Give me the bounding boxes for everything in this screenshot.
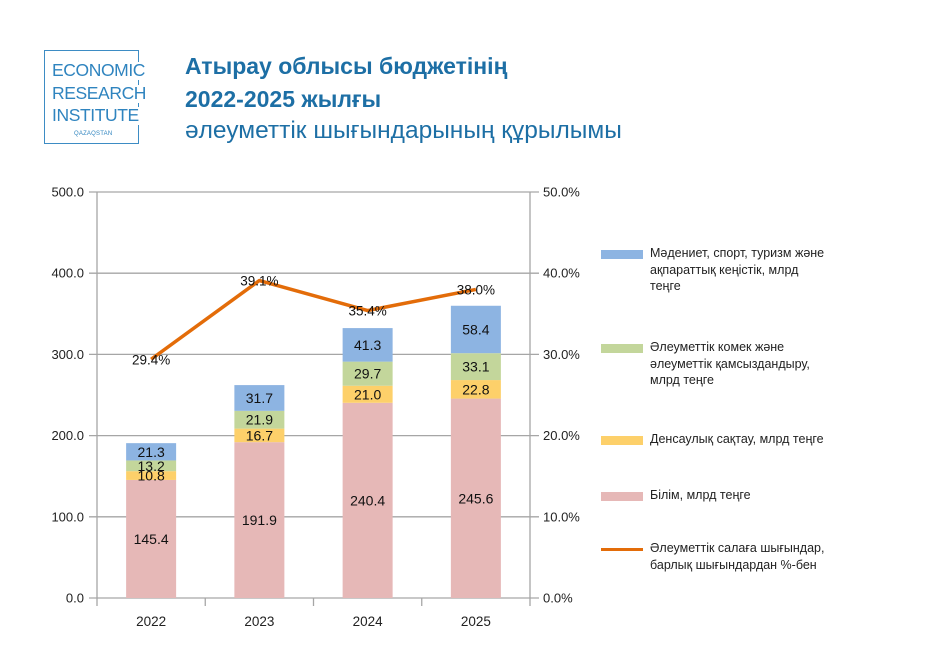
bar-label-health: 22.8 (462, 381, 489, 397)
bar-label-culture: 31.7 (246, 390, 273, 406)
legend-item-education: Білім, млрд теңге (601, 487, 751, 504)
legend-swatch-social (601, 344, 643, 353)
bar-label-education: 240.4 (350, 492, 385, 508)
line-point-label: 39.1% (240, 274, 278, 289)
legend-item-social: Әлеуметтік комек және әлеуметтік қамсызда… (601, 339, 810, 389)
share-line (150, 278, 477, 361)
bar-label-education: 191.9 (242, 512, 277, 528)
logo-text-research: RESEARCH (52, 83, 148, 103)
y-right-tick-label: 20.0% (543, 428, 580, 443)
bar-segment-education (234, 442, 285, 598)
bars (126, 305, 501, 598)
legend-swatch-health (601, 436, 643, 445)
logo-text-country: QAZAQSTAN (74, 131, 113, 137)
bar-label-education: 245.6 (458, 490, 493, 506)
x-tick-label: 2025 (461, 614, 491, 629)
y-right-tick-label: 0.0% (543, 591, 573, 606)
legend-swatch-culture (601, 250, 643, 259)
bar-segment-education (126, 479, 177, 598)
bar-segment-social (342, 361, 393, 386)
x-tick-label: 2023 (244, 614, 274, 629)
chart-legend: Мәдениет, спорт, туризм және ақпараттық к… (601, 0, 901, 672)
bar-segment-culture (342, 328, 393, 362)
line-point-label: 29.4% (132, 352, 170, 367)
legend-label: Мәдениет, спорт, туризм және ақпараттық к… (650, 245, 824, 295)
bar-segment-culture (126, 443, 177, 461)
share-line-path (150, 278, 477, 361)
legend-label-line: Әлеуметтік салаға шығындар, (650, 541, 825, 555)
logo-text-economic: ECONOMIC (52, 60, 147, 80)
bar-label-social: 33.1 (462, 359, 489, 375)
x-tick-label: 2024 (353, 614, 384, 629)
y-right-tick-label: 30.0% (543, 347, 580, 362)
x-tick-label: 2022 (136, 614, 166, 629)
y-left-tick-label: 300.0 (51, 347, 84, 362)
chart-title-line-2: 2022-2025 жылғы (185, 86, 382, 112)
bar-label-health: 21.0 (354, 386, 381, 402)
bar-label-social: 21.9 (246, 412, 273, 428)
y-right-tick-label: 10.0% (543, 509, 580, 524)
bar-label-social: 13.2 (138, 458, 165, 474)
bar-label-culture: 58.4 (462, 321, 489, 337)
legend-item-culture: Мәдениет, спорт, туризм және ақпараттық к… (601, 245, 824, 295)
legend-label-line: млрд теңге (650, 373, 714, 387)
y-right-tick-label: 50.0% (543, 185, 580, 200)
legend-label-line: Білім, млрд теңге (650, 488, 751, 502)
legend-label: Әлеуметтік салаға шығындар, барлық шығынд… (650, 540, 824, 573)
bar-segment-social (126, 460, 177, 472)
line-point-label: 35.4% (348, 304, 386, 319)
chart-title-line-3: әлеуметтік шығындарының құрылымы (185, 117, 622, 144)
bar-segment-health (342, 385, 393, 403)
y-left-tick-label: 400.0 (51, 266, 84, 281)
bar-segment-social (234, 410, 285, 429)
legend-label-line: барлық шығындардан %-бен (650, 557, 817, 572)
legend-label-line: Мәдениет, спорт, туризм және (650, 246, 825, 260)
y-left-tick-label: 200.0 (51, 428, 84, 443)
y-left-tick-label: 500.0 (51, 185, 84, 200)
bar-label-culture: 41.3 (354, 337, 381, 353)
data-labels: 145.4 10.813.221.3 191.9 16.721.9 31.7 240.4 2… (132, 274, 495, 547)
bar-label-education: 145.4 (134, 531, 169, 547)
line-point-label: 38.0% (457, 282, 495, 297)
bar-label-culture: 21.3 (138, 444, 165, 460)
axes: 0.0 100.0 200.0 300.0 400.0 500.0 0.0% 10.0% 20.… (51, 185, 580, 630)
bar-segment-culture (450, 305, 501, 354)
legend-label-line: Әлеуметтік комек және (650, 340, 785, 354)
legend-label-line: әлеуметтік қамсыздандыру, (650, 356, 810, 371)
legend-item-health: Денсаулық сақтау, млрд теңге (601, 431, 824, 448)
y-right-tick-label: 40.0% (543, 266, 580, 281)
legend-label: Әлеуметтік комек және әлеуметтік қамсызда… (650, 339, 810, 389)
legend-label: Денсаулық сақтау, млрд теңге (650, 431, 824, 448)
bar-segment-education (450, 398, 501, 598)
bar-label-social: 29.7 (354, 366, 381, 382)
y-left-tick-label: 100.0 (51, 509, 84, 524)
bar-segment-health (126, 471, 177, 480)
bar-label-health: 16.7 (246, 427, 273, 443)
legend-label-line: Денсаулық сақтау, млрд теңге (650, 432, 824, 446)
bar-segment-social (450, 353, 501, 381)
legend-swatch-education (601, 492, 643, 501)
legend-swatch-share_line (601, 548, 643, 551)
bar-label-health: 10.8 (138, 468, 165, 484)
logo-text-institute: INSTITUTE (52, 105, 140, 125)
legend-item-share_line: Әлеуметтік салаға шығындар, барлық шығынд… (601, 540, 824, 573)
bar-segment-health (234, 428, 285, 443)
y-left-tick-label: 0.0 (66, 591, 84, 606)
bar-segment-education (342, 402, 393, 598)
chart-title-line-1: Атырау облысы бюджетінің (185, 53, 508, 79)
legend-label: Білім, млрд теңге (650, 487, 751, 504)
legend-label-line: теңге (650, 279, 681, 293)
bar-segment-health (450, 380, 501, 399)
legend-label-line: ақпараттық кеңістік, млрд (650, 262, 799, 277)
bar-segment-culture (234, 385, 285, 411)
